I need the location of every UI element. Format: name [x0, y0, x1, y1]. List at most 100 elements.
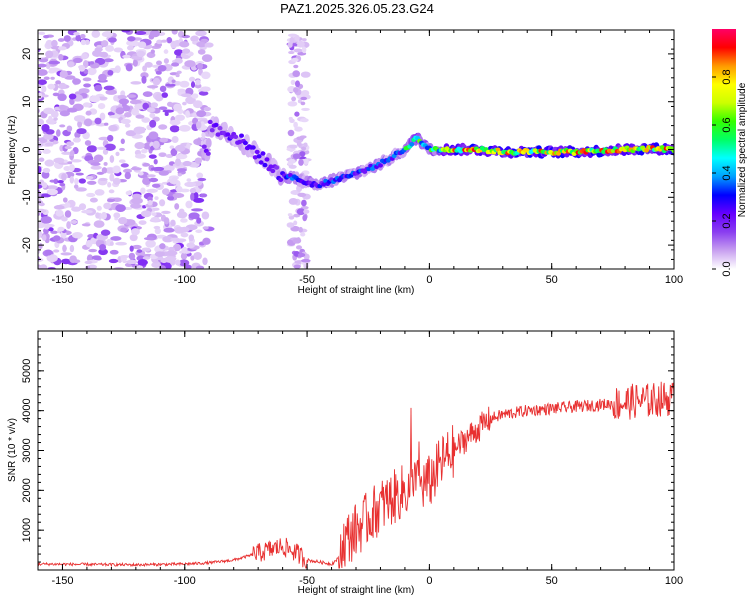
noise-blob — [125, 130, 137, 137]
noise-blob — [152, 140, 160, 149]
noise-blob — [176, 211, 188, 219]
noise-blob — [149, 112, 156, 118]
noise-blob — [293, 87, 299, 93]
noise-blob — [113, 47, 124, 53]
noise-blob — [125, 63, 133, 72]
noise-blob — [59, 110, 71, 117]
noise-blob — [175, 238, 187, 243]
noise-blob — [93, 220, 105, 228]
noise-blob — [169, 178, 178, 185]
noise-blob — [70, 159, 82, 163]
noise-blob — [141, 148, 148, 154]
noise-blob — [66, 125, 73, 132]
noise-blob — [164, 262, 172, 269]
noise-blob — [75, 187, 87, 192]
noise-blob — [165, 83, 176, 87]
noise-blob — [73, 32, 80, 36]
noise-blob — [177, 88, 186, 93]
noise-blob — [45, 39, 54, 48]
noise-blob — [201, 54, 213, 63]
noise-blob — [112, 177, 121, 185]
noise-blob — [40, 216, 52, 224]
noise-blob — [103, 58, 114, 63]
trace-core — [207, 119, 213, 125]
noise-blob — [61, 258, 71, 265]
noise-blob — [199, 121, 205, 129]
noise-blob — [129, 99, 142, 105]
noise-blob — [166, 101, 173, 107]
noise-blob — [45, 50, 54, 59]
noise-blob — [174, 158, 182, 167]
trace-core — [233, 134, 239, 139]
noise-blob — [115, 204, 126, 213]
noise-blob — [185, 110, 190, 118]
noise-blob — [41, 124, 50, 132]
noise-blob — [170, 148, 178, 157]
colorbar-tick-label: 0.6 — [721, 117, 733, 132]
noise-blob — [38, 31, 46, 36]
noise-blob — [108, 115, 121, 119]
noise-blob — [134, 103, 145, 110]
noise-blob — [141, 75, 147, 84]
noise-blob — [131, 228, 140, 236]
colorbar: 0.0 0.2 0.4 0.6 0.8 Normalized spectral ampl… — [712, 29, 748, 277]
noise-blob — [193, 100, 203, 109]
noise-blob — [120, 138, 125, 145]
noise-blob — [66, 221, 71, 230]
noise-blob — [85, 239, 93, 248]
trace-halo — [221, 121, 228, 132]
noise-blob — [109, 249, 119, 255]
noise-blob — [59, 124, 66, 128]
noise-blob — [117, 95, 127, 100]
noise-blob — [297, 192, 307, 198]
colorbar-gradient — [712, 29, 736, 269]
noise-blob — [72, 78, 81, 85]
noise-blob — [196, 137, 202, 146]
noise-blob — [93, 154, 104, 163]
noise-blob — [126, 259, 138, 265]
noise-blob — [130, 167, 142, 171]
noise-blob — [72, 57, 83, 63]
noise-blob — [175, 153, 188, 160]
noise-blob — [38, 202, 45, 207]
noise-blob — [293, 121, 298, 129]
noise-blob — [170, 219, 176, 227]
noise-blob — [53, 178, 59, 185]
noise-blob — [46, 188, 59, 196]
noise-blob — [69, 244, 75, 253]
noise-blob — [300, 258, 311, 263]
noise-blob — [78, 64, 86, 72]
noise-blob — [125, 190, 132, 196]
noise-blob — [286, 222, 295, 228]
noise-blob — [115, 151, 120, 157]
noise-blob — [142, 162, 150, 167]
noise-blob — [296, 141, 302, 147]
noise-blob — [159, 243, 166, 250]
noise-blob — [172, 193, 185, 198]
noise-blob — [122, 54, 131, 59]
noise-blob — [78, 88, 90, 94]
noise-blob — [189, 187, 197, 194]
trace-core — [254, 149, 260, 155]
noise-blob — [180, 93, 192, 98]
snr-series — [38, 381, 674, 569]
noise-blob — [52, 235, 61, 242]
noise-blob — [109, 155, 115, 163]
noise-blob — [38, 108, 41, 114]
noise-blob — [48, 227, 54, 232]
noise-blob — [31, 143, 36, 147]
noise-blob — [303, 158, 309, 165]
noise-blob — [289, 36, 295, 44]
noise-blob — [41, 182, 48, 189]
noise-blob — [153, 225, 161, 230]
x-tick-label: -50 — [299, 575, 315, 587]
noise-blob — [107, 134, 114, 142]
noise-blob — [38, 184, 43, 190]
noise-blob — [148, 177, 159, 183]
noise-blob — [53, 249, 60, 253]
noise-blob — [142, 65, 148, 72]
noise-blob — [293, 64, 299, 69]
noise-blob — [83, 83, 92, 88]
noise-blob — [171, 62, 180, 67]
